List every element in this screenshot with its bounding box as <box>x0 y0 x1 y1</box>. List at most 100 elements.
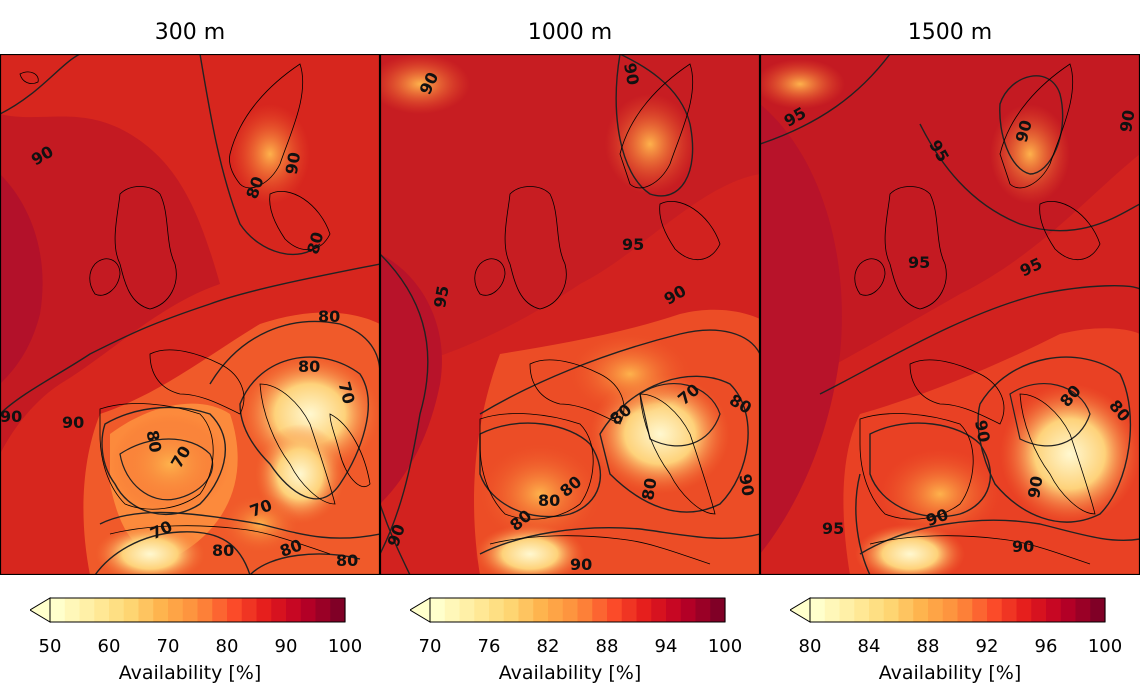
colorbar-label: Availability [%] <box>878 662 1022 684</box>
colorbar-cell <box>489 598 505 622</box>
colorbar-cell <box>898 598 914 622</box>
contour-label: 90 <box>1012 537 1034 556</box>
colorbar-cell <box>50 598 66 622</box>
colorbar-tick: 84 <box>857 636 881 657</box>
colorbar-cell <box>839 598 855 622</box>
colorbar-cell <box>913 598 929 622</box>
colorbar-cell <box>854 598 870 622</box>
contour-label: 80 <box>143 429 166 454</box>
colorbar-cell <box>1001 598 1018 622</box>
contour-label: 95 <box>430 284 453 309</box>
colorbar-cell <box>503 598 520 622</box>
colorbar-tick: 70 <box>156 636 180 657</box>
colorbar-tick: 100 <box>1087 636 1123 657</box>
colorbar-cell <box>182 598 199 622</box>
colorbar-cell <box>680 598 697 622</box>
colorbar-cell <box>1075 598 1091 622</box>
colorbar-cell <box>256 598 272 622</box>
colorbar-cell <box>123 598 140 622</box>
colorbar-cell <box>271 598 287 622</box>
colorbar-cell <box>1046 598 1062 622</box>
contour-label: 90 <box>282 151 305 176</box>
contour-label: 90 <box>620 61 643 86</box>
colorbar-cell <box>109 598 125 622</box>
colorbar-cell <box>518 598 534 622</box>
colorbar-cell <box>710 598 726 622</box>
colorbar-tick: 90 <box>274 636 298 657</box>
contour-label: 80 <box>298 357 320 376</box>
colorbar-cell <box>987 598 1003 622</box>
colorbar-cell <box>241 598 258 622</box>
colorbar-cell <box>94 598 110 622</box>
colorbar-cell <box>330 598 346 622</box>
contour-label: 90 <box>1024 474 1047 499</box>
colorbar-cell <box>1090 598 1106 622</box>
colorbar-cell <box>695 598 711 622</box>
colorbar-cell <box>168 598 184 622</box>
colorbar-cell <box>286 598 302 622</box>
colorbar-cell <box>300 598 317 622</box>
colorbar-ticks: 80 84 88 92 96 100 <box>760 636 1140 660</box>
colorbar-cell <box>64 598 81 622</box>
colorbar-cell <box>474 598 490 622</box>
colorbar-tick: 70 <box>418 636 442 657</box>
colorbar-cell <box>548 598 564 622</box>
contour-label: 95 <box>908 253 930 272</box>
panel-1000m: 1000 m <box>380 0 760 692</box>
colorbar-tick: 76 <box>477 636 501 657</box>
colorbar-1000m <box>410 597 726 623</box>
panel-1500m: 1500 m <box>760 0 1140 692</box>
colorbar-cell <box>1016 598 1032 622</box>
colorbar-ticks: 70 76 82 88 94 100 <box>380 636 760 660</box>
availability-map-300m: 90 80 80 90 80 80 70 90 80 70 70 70 80 8… <box>0 54 380 575</box>
colorbar-cell <box>651 598 667 622</box>
colorbar-cell <box>1031 598 1047 622</box>
colorbar-1500m <box>790 597 1106 623</box>
contour-label: 95 <box>622 235 644 254</box>
contour-label: 90 <box>0 407 22 426</box>
colorbar-tick: 82 <box>536 636 560 657</box>
colorbar-cell <box>153 598 169 622</box>
colorbar-tick: 100 <box>707 636 743 657</box>
colorbar-cell <box>459 598 475 622</box>
colorbar-cell <box>315 598 331 622</box>
contour-label: 90 <box>971 419 994 444</box>
colorbar-cell <box>562 598 579 622</box>
colorbar-cell <box>636 598 652 622</box>
availability-map-1000m: 90 90 95 95 90 90 70 80 80 80 80 80 80 9… <box>380 54 760 575</box>
colorbar-cell <box>666 598 682 622</box>
contour-label: 80 <box>336 551 358 570</box>
contour-label: 90 <box>1116 108 1139 133</box>
panel-title: 1000 m <box>527 20 613 45</box>
colorbar-tick: 94 <box>654 636 678 657</box>
colorbar-cell <box>621 598 638 622</box>
colorbar-cell <box>138 598 154 622</box>
colorbar-cell <box>197 598 213 622</box>
colorbar-cell <box>607 598 623 622</box>
colorbar-tick: 80 <box>798 636 822 657</box>
availability-map-1500m: 95 95 90 95 95 90 80 90 80 90 95 90 90 <box>760 54 1140 575</box>
colorbar-cell <box>533 598 549 622</box>
contour-label: 90 <box>570 555 592 574</box>
colorbar-cell <box>212 598 228 622</box>
colorbar-cell <box>957 598 973 622</box>
colorbar-cell <box>1060 598 1077 622</box>
contour-label: 80 <box>538 491 560 510</box>
colorbar-tick: 96 <box>1034 636 1058 657</box>
colorbar-cell <box>430 598 446 622</box>
contour-label: 80 <box>212 541 234 560</box>
colorbar-300m <box>30 597 346 623</box>
colorbar-cell <box>227 598 243 622</box>
contour-label: 90 <box>62 413 84 432</box>
colorbar-ticks: 50 60 70 80 90 100 <box>0 636 380 660</box>
colorbar-cell <box>824 598 841 622</box>
contour-label: 80 <box>638 476 661 501</box>
contour-label: 90 <box>735 472 758 497</box>
colorbar-tick: 60 <box>97 636 121 657</box>
colorbar-cell <box>592 598 608 622</box>
colorbar-cell <box>942 598 959 622</box>
colorbar-tick: 100 <box>327 636 363 657</box>
colorbar-cell <box>577 598 593 622</box>
colorbar-cell <box>883 598 900 622</box>
panel-title: 300 m <box>154 20 226 45</box>
